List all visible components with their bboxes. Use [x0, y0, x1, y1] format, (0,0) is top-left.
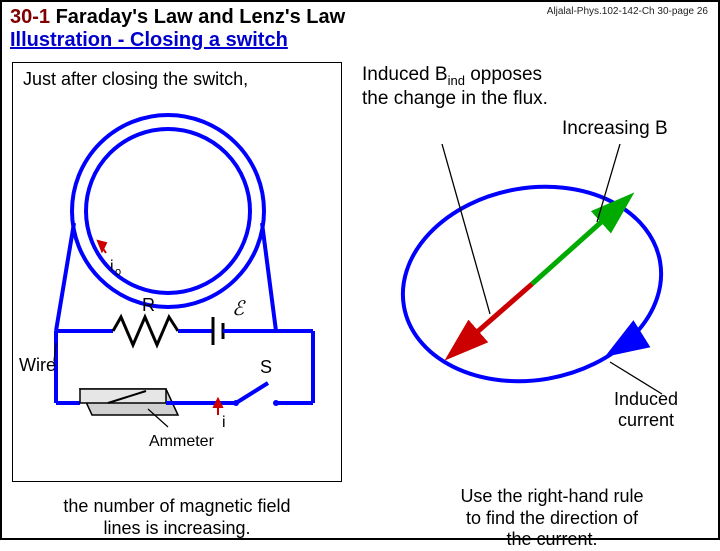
increasing-b-label: Increasing B [562, 118, 668, 140]
induced-b-rest: opposes [465, 64, 542, 85]
left-bottom-caption: the number of magnetic field lines is in… [12, 496, 342, 539]
svg-text:ℰ: ℰ [232, 298, 246, 320]
svg-text:i: i [222, 414, 226, 431]
induced-current-l1: Induced [614, 389, 678, 409]
left-panel: Just after closing the switch, [12, 62, 342, 482]
induced-current-label: Induced current [614, 389, 678, 430]
svg-text:S: S [260, 357, 272, 377]
right-bottom-l1: Use the right-hand rule [460, 486, 643, 506]
subtitle: Illustration - Closing a switch [10, 29, 710, 52]
svg-text:R: R [142, 295, 155, 315]
wire-label: Wire [19, 355, 56, 376]
section-number: 30-1 [10, 6, 50, 28]
right-bottom-l3: the current. [506, 529, 597, 549]
right-bottom-l2: to find the direction of [466, 508, 638, 528]
title-main: Faraday's Law and Lenz's Law [56, 6, 346, 28]
induced-current-l2: current [618, 410, 674, 430]
induced-b-prefix: Induced B [362, 64, 448, 85]
ammeter-label: Ammeter [149, 433, 214, 451]
left-top-caption: Just after closing the switch, [23, 69, 248, 90]
left-bottom-l2: lines is increasing. [103, 518, 250, 538]
right-top-caption: Induced Bind opposes the change in the f… [362, 64, 712, 111]
induced-b-sub: ind [448, 73, 465, 88]
induced-b-l2: the change in the flux. [362, 88, 548, 109]
content-area: Just after closing the switch, [2, 54, 718, 534]
circuit-diagram: i o R ℰ S i [18, 103, 338, 443]
left-bottom-l1: the number of magnetic field [63, 496, 290, 516]
attribution: Aljalal-Phys.102-142-Ch 30-page 26 [547, 6, 708, 17]
svg-text:i: i [110, 258, 114, 275]
svg-text:o: o [115, 266, 121, 278]
right-bottom-caption: Use the right-hand rule to find the dire… [402, 486, 702, 551]
